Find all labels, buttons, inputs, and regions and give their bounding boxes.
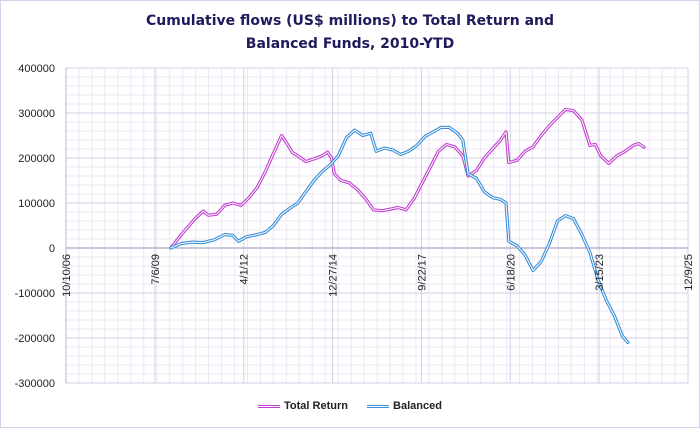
- grid-lines: [65, 67, 689, 384]
- legend-item-total-return: Total Return: [258, 400, 348, 412]
- legend: Total Return Balanced: [0, 400, 700, 412]
- legend-label-balanced: Balanced: [393, 400, 442, 412]
- y-tick-label: -300000: [15, 378, 55, 390]
- chart-title-line-1: Cumulative flows (US$ millions) to Total…: [145, 13, 555, 29]
- legend-label-total-return: Total Return: [284, 400, 348, 412]
- y-tick-label: 300000: [18, 108, 55, 120]
- chart-title: Cumulative flows (US$ millions) to Total…: [0, 10, 700, 56]
- legend-swatch-balanced: [367, 404, 390, 408]
- chart-title-line-2: Balanced Funds, 2010-YTD: [245, 36, 455, 52]
- x-tick-label: 12/27/14: [328, 254, 340, 297]
- x-tick-labels: 10/10/06 7/6/09 4/1/12 12/27/14 9/22/17 6/18/…: [61, 254, 695, 297]
- series-line-total-return: [169, 107, 646, 250]
- series-lines: [169, 107, 646, 345]
- x-tick-label: 6/18/20: [505, 254, 517, 291]
- y-tick-label: 0: [49, 243, 55, 255]
- x-tick-label: 7/6/09: [150, 254, 162, 285]
- series-line-inner-balanced: [170, 126, 629, 343]
- y-tick-label: 200000: [18, 153, 55, 165]
- x-tick-label: 12/9/25: [683, 254, 695, 291]
- x-tick-label: 9/22/17: [416, 254, 428, 291]
- y-tick-labels: 400000 300000 200000 100000 0 -100000 -200000 -…: [15, 63, 55, 390]
- x-tick-label: 10/10/06: [61, 254, 73, 297]
- x-tick-label: 4/1/12: [239, 254, 251, 285]
- series-line-balanced: [169, 125, 630, 345]
- legend-swatch-total-return: [258, 404, 281, 408]
- y-tick-label: -200000: [15, 333, 55, 345]
- legend-item-balanced: Balanced: [367, 400, 442, 412]
- y-tick-label: 100000: [18, 198, 55, 210]
- series-line-inner-total-return: [170, 108, 645, 249]
- y-tick-label: -100000: [15, 288, 55, 300]
- y-tick-label: 400000: [18, 63, 55, 75]
- x-tick-label: 3/15/23: [594, 254, 606, 291]
